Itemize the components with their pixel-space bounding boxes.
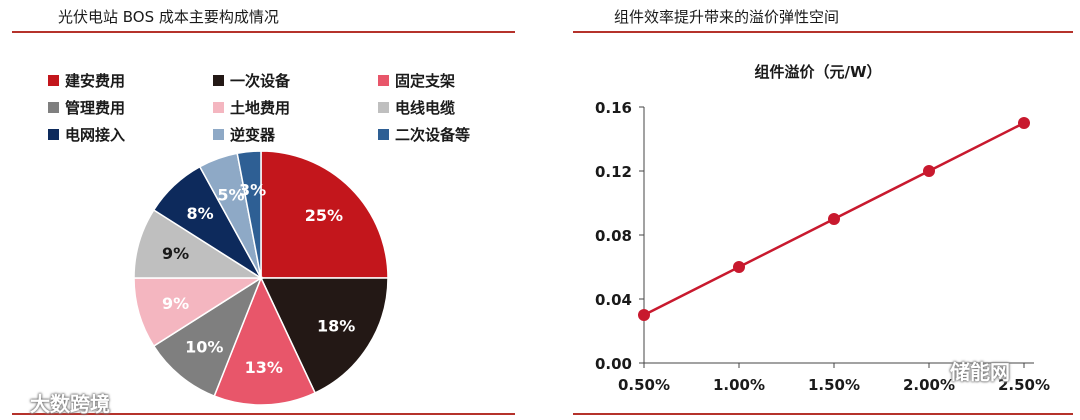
y-tick-label: 0.16 (595, 99, 632, 117)
pie-data-label: 3% (239, 181, 266, 200)
legend-item: 土地费用 (213, 97, 378, 118)
pie-panel-title: 光伏电站 BOS 成本主要构成情况 (58, 8, 279, 26)
legend-swatch (378, 129, 389, 140)
pie-slice (236, 150, 262, 279)
pie-data-label: 13% (245, 358, 283, 377)
pie-chart: 25% 18% 13% 10% 9% 9% 8%5%3% (133, 150, 389, 406)
pie-legend: 建安费用 一次设备 固定支架管理费用 土地费用 电线电缆电网接入 逆变器 二次设备等 (48, 70, 518, 145)
line-panel-bottom-rule (573, 413, 1073, 415)
legend-swatch (378, 102, 389, 113)
legend-swatch (378, 75, 389, 86)
x-tick-label: 1.50% (808, 376, 860, 394)
pie-data-label: 25% (305, 206, 343, 225)
legend-swatch (213, 75, 224, 86)
pie-panel-bottom-rule (12, 413, 515, 415)
pie-data-label: 10% (185, 338, 223, 357)
pie-data-label: 8% (187, 204, 214, 223)
legend-label: 电网接入 (65, 126, 126, 144)
legend-item: 固定支架 (378, 70, 518, 91)
legend-swatch (48, 75, 59, 86)
data-point (733, 261, 745, 273)
legend-label: 固定支架 (395, 72, 456, 90)
legend-item: 二次设备等 (378, 124, 518, 145)
pie-data-label: 18% (317, 317, 355, 336)
line-panel-title: 组件效率提升带来的溢价弹性空间 (614, 8, 840, 26)
y-tick-label: 0.12 (595, 163, 632, 181)
legend-item: 电线电缆 (378, 97, 518, 118)
pie-slice (213, 276, 317, 406)
pie-panel-title-rule (12, 31, 515, 33)
pie-data-label: 9% (162, 244, 189, 263)
x-tick-label: 2.50% (998, 376, 1050, 394)
line-panel-title-rule (573, 31, 1073, 33)
legend-item: 一次设备 (213, 70, 378, 91)
legend-label: 一次设备 (230, 72, 291, 90)
y-tick-label: 0.08 (595, 227, 632, 245)
line-chart-title: 组件溢价（元/W） (754, 63, 881, 81)
pie-slice (259, 277, 389, 394)
legend-item: 管理费用 (48, 97, 213, 118)
legend-label: 土地费用 (230, 99, 291, 117)
legend-item: 建安费用 (48, 70, 213, 91)
legend-label: 建安费用 (65, 72, 126, 90)
legend-label: 管理费用 (65, 99, 126, 117)
x-tick-label: 1.00% (713, 376, 765, 394)
legend-swatch (48, 102, 59, 113)
pie-data-label: 9% (162, 294, 189, 313)
data-point (638, 309, 650, 321)
legend-label: 二次设备等 (395, 126, 471, 144)
legend-swatch (48, 129, 59, 140)
data-point (923, 165, 935, 177)
legend-label: 逆变器 (230, 126, 276, 144)
data-point (1018, 117, 1030, 129)
y-tick-label: 0.04 (595, 291, 632, 309)
watermark-left: 大数跨境 (30, 392, 110, 416)
y-tick-label: 0.00 (595, 355, 632, 373)
legend-item: 电网接入 (48, 124, 213, 145)
pie-slice (152, 276, 263, 398)
pie-slice (260, 150, 389, 279)
data-point (828, 213, 840, 225)
legend-item: 逆变器 (213, 124, 378, 145)
watermark-right: 储能网 (950, 360, 1010, 384)
legend-swatch (213, 129, 224, 140)
legend-label: 电线电缆 (395, 99, 456, 117)
x-tick-label: 2.00% (903, 376, 955, 394)
x-tick-label: 0.50% (618, 376, 670, 394)
pie-data-label: 5% (217, 185, 244, 204)
legend-swatch (213, 102, 224, 113)
